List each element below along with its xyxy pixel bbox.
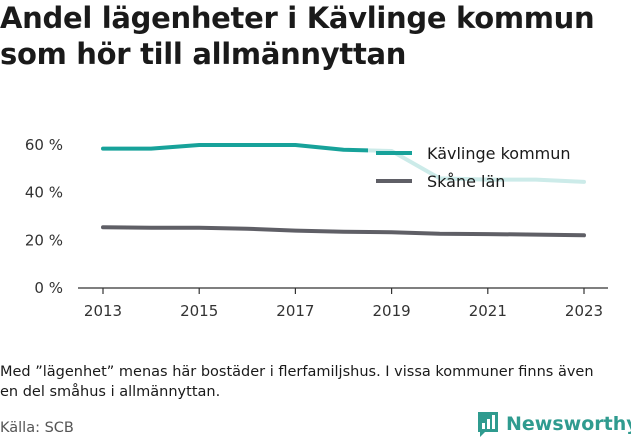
x-tick-label: 2015 — [180, 302, 218, 320]
y-tick-label: 20 % — [25, 231, 63, 249]
legend-label: Skåne län — [427, 172, 505, 191]
legend-background — [368, 138, 600, 202]
y-tick-label: 60 % — [25, 136, 63, 154]
chart-title: Andel lägenheter i Kävlinge kommun som h… — [0, 1, 595, 71]
x-tick-label: 2023 — [565, 302, 603, 320]
y-tick-label: 0 % — [34, 279, 63, 297]
x-tick-label: 2019 — [373, 302, 411, 320]
series-line — [101, 225, 586, 238]
legend-label: Kävlinge kommun — [427, 144, 571, 163]
y-tick-label: 40 % — [25, 184, 63, 202]
bar-chart-logo-icon — [478, 412, 498, 437]
chart-note: Med ”lägenhet” menas här bostäder i fler… — [0, 364, 594, 400]
x-tick-label: 2017 — [276, 302, 314, 320]
x-tick-label: 2013 — [84, 302, 122, 320]
brand-name: Newsworthy — [506, 413, 631, 435]
x-tick-label: 2021 — [469, 302, 507, 320]
source-label: Källa: SCB — [0, 420, 74, 436]
line-chart: 0 % 20 % 40 % 60 % 2013 2015 2017 2019 2021 2023… — [25, 136, 608, 320]
brand-logo: Newsworthy — [476, 409, 631, 439]
x-axis: 2013 2015 2017 2019 2021 2023 — [78, 287, 608, 320]
y-axis: 0 % 20 % 40 % 60 % — [25, 136, 63, 297]
legend: Kävlinge kommun Skåne län — [368, 138, 600, 202]
